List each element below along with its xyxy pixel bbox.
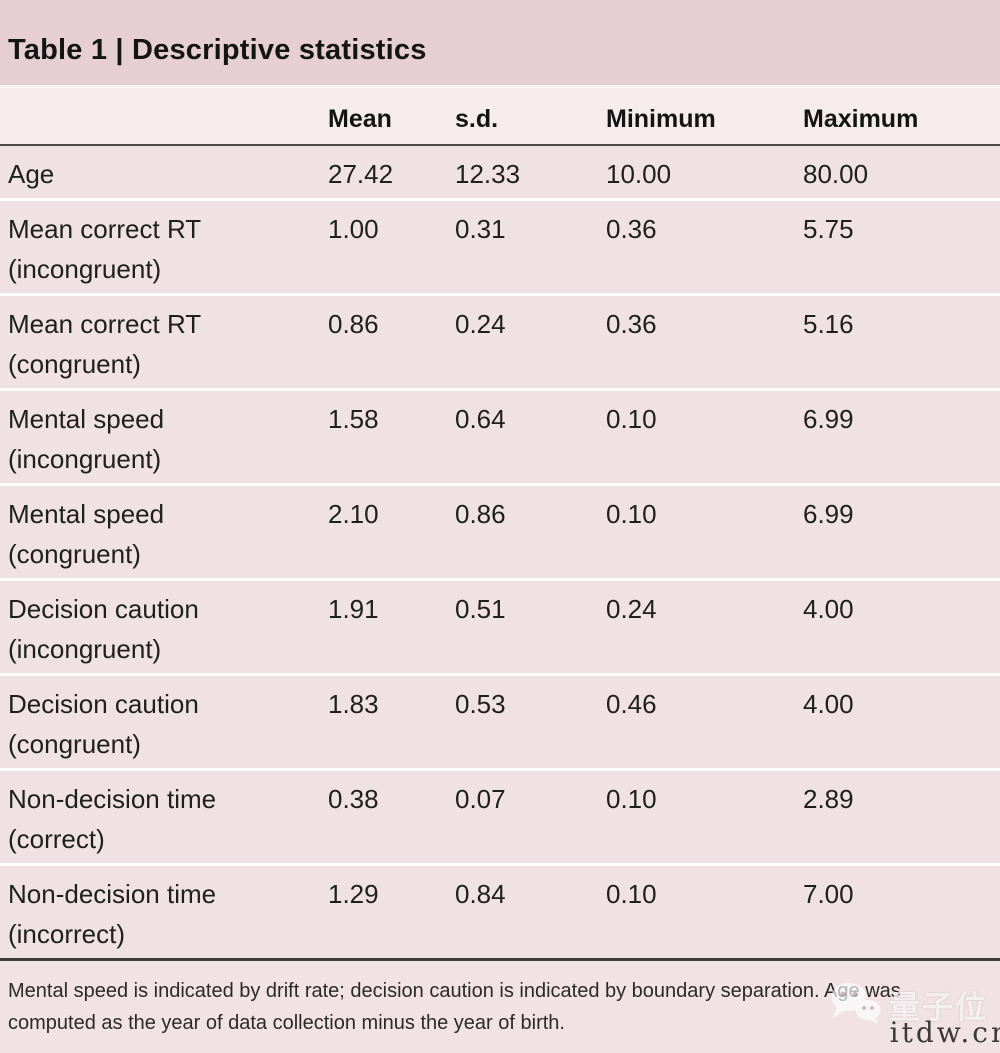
cell-mean: 27.42 [328, 145, 455, 200]
cell-max: 5.75 [803, 198, 1000, 295]
cell-max: 6.99 [803, 388, 1000, 485]
row-label-line1: Mean correct RT [8, 214, 202, 244]
row-label: Mental speed (congruent) [0, 483, 328, 580]
row-label: Non-decision time (incorrect) [0, 863, 328, 960]
column-header-maximum: Maximum [803, 88, 1000, 146]
row-label: Decision caution (congruent) [0, 673, 328, 770]
cell-mean: 1.83 [328, 673, 455, 770]
table-row-non-decision-time-correct: Non-decision time (correct) 0.38 0.07 0.… [0, 768, 1000, 865]
row-label-line2: (congruent) [8, 729, 141, 759]
row-label-line1: Non-decision time [8, 784, 217, 814]
cell-mean: 0.38 [328, 768, 455, 865]
table-row-non-decision-time-incorrect: Non-decision time (incorrect) 1.29 0.84 … [0, 863, 1000, 960]
cell-max: 7.00 [803, 863, 1000, 960]
row-label: Mean correct RT (incongruent) [0, 198, 328, 295]
table-row-mental-speed-congruent: Mental speed (congruent) 2.10 0.86 0.10 … [0, 483, 1000, 580]
column-header-sd: s.d. [455, 88, 606, 146]
cell-sd: 0.07 [455, 768, 606, 865]
cell-min: 10.00 [606, 145, 803, 200]
table-title: Table 1 | Descriptive statistics [8, 34, 427, 66]
cell-min: 0.36 [606, 293, 803, 390]
row-label: Non-decision time (correct) [0, 768, 328, 865]
cell-mean: 1.91 [328, 578, 455, 675]
table-header-row: Mean s.d. Minimum Maximum [0, 88, 1000, 146]
cell-max: 2.89 [803, 768, 1000, 865]
row-label: Mental speed (incongruent) [0, 388, 328, 485]
cell-mean: 1.00 [328, 198, 455, 295]
cell-mean: 2.10 [328, 483, 455, 580]
column-header-minimum: Minimum [606, 88, 803, 146]
cell-min: 0.10 [606, 768, 803, 865]
table-footnote: Mental speed is indicated by drift rate;… [0, 961, 1000, 1039]
row-label: Decision caution (incongruent) [0, 578, 328, 675]
row-label-line2: (incongruent) [8, 254, 162, 284]
cell-max: 5.16 [803, 293, 1000, 390]
row-label: Age [0, 145, 328, 200]
table-row-mean-correct-rt-incongruent: Mean correct RT (incongruent) 1.00 0.31 … [0, 198, 1000, 295]
row-label-line2: (incorrect) [8, 919, 126, 949]
descriptive-statistics-table: Mean s.d. Minimum Maximum Age 27.42 12.3… [0, 88, 1000, 961]
table-row-mean-correct-rt-congruent: Mean correct RT (congruent) 0.86 0.24 0.… [0, 293, 1000, 390]
row-label-line1: Mental speed [8, 404, 165, 434]
cell-sd: 0.53 [455, 673, 606, 770]
row-label-line2: (correct) [8, 824, 105, 854]
row-label-line1: Decision caution [8, 594, 199, 624]
cell-min: 0.10 [606, 863, 803, 960]
cell-sd: 0.86 [455, 483, 606, 580]
row-label-line2: (congruent) [8, 539, 141, 569]
row-label-line1: Age [8, 159, 55, 189]
table-row-age: Age 27.42 12.33 10.00 80.00 [0, 145, 1000, 200]
row-label-line2: (congruent) [8, 349, 141, 379]
row-label-line2: (incongruent) [8, 634, 162, 664]
row-label-line1: Mean correct RT [8, 309, 202, 339]
cell-min: 0.36 [606, 198, 803, 295]
cell-sd: 12.33 [455, 145, 606, 200]
cell-sd: 0.64 [455, 388, 606, 485]
row-label: Mean correct RT (congruent) [0, 293, 328, 390]
column-header-label [0, 88, 328, 146]
cell-mean: 0.86 [328, 293, 455, 390]
table-row-mental-speed-incongruent: Mental speed (incongruent) 1.58 0.64 0.1… [0, 388, 1000, 485]
cell-min: 0.24 [606, 578, 803, 675]
cell-max: 80.00 [803, 145, 1000, 200]
row-label-line1: Non-decision time [8, 879, 217, 909]
cell-max: 4.00 [803, 578, 1000, 675]
column-header-mean: Mean [328, 88, 455, 146]
cell-min: 0.10 [606, 388, 803, 485]
table-row-decision-caution-congruent: Decision caution (congruent) 1.83 0.53 0… [0, 673, 1000, 770]
row-label-line1: Mental speed [8, 499, 165, 529]
cell-min: 0.10 [606, 483, 803, 580]
table-title-band: Table 1 | Descriptive statistics [0, 0, 1000, 88]
cell-sd: 0.51 [455, 578, 606, 675]
cell-mean: 1.29 [328, 863, 455, 960]
cell-sd: 0.31 [455, 198, 606, 295]
cell-min: 0.46 [606, 673, 803, 770]
cell-mean: 1.58 [328, 388, 455, 485]
row-label-line1: Decision caution [8, 689, 199, 719]
table-row-decision-caution-incongruent: Decision caution (incongruent) 1.91 0.51… [0, 578, 1000, 675]
cell-max: 6.99 [803, 483, 1000, 580]
row-label-line2: (incongruent) [8, 444, 162, 474]
cell-max: 4.00 [803, 673, 1000, 770]
cell-sd: 0.24 [455, 293, 606, 390]
cell-sd: 0.84 [455, 863, 606, 960]
